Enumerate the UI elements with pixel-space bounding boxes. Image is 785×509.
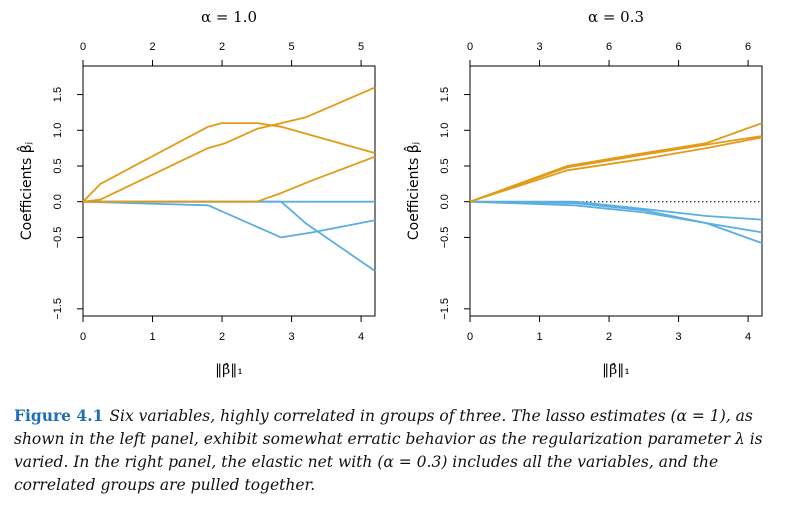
figure-caption-text: Six variables, highly correlated in grou… xyxy=(14,407,763,494)
top-axis-tick-label: 2 xyxy=(219,41,225,53)
top-axis-tick-label: 6 xyxy=(745,41,751,53)
coefficient-path-blue xyxy=(470,200,763,221)
y-axis-tick-label: 1.0 xyxy=(439,123,451,138)
plot-frame xyxy=(469,65,763,317)
top-axis-tick-label: 2 xyxy=(149,41,155,53)
chart-panel-2: α = 0.3 0 3 6 6 6 0 1 2 3 4 −1.5 −0.5 0.0 0.5 1.0 1.5 ‖β̂… xyxy=(403,8,763,378)
x-axis-tick-label: 1 xyxy=(149,331,155,343)
x-axis-tick-label: 0 xyxy=(80,331,86,343)
x-axis-tick-label: 1 xyxy=(536,331,542,343)
y-axis-tick-label: −1.5 xyxy=(439,298,451,320)
x-axis-label: ‖β̂‖₁ xyxy=(602,362,630,378)
figure: α = 1.0 0 2 2 5 5 0 1 2 3 4 −1.5 −0.5 0.0 0.5 1.0 1.5 ‖β̂… xyxy=(16,8,763,378)
coefficient-path-blue xyxy=(83,200,376,272)
y-axis-tick-label: −0.5 xyxy=(439,227,451,249)
x-axis-tick-label: 3 xyxy=(289,331,295,343)
x-axis-tick-label: 4 xyxy=(358,331,364,343)
x-axis-tick-label: 3 xyxy=(676,331,682,343)
top-axis-tick-label: 0 xyxy=(467,41,473,53)
coefficient-path-orange xyxy=(469,136,763,203)
chart-panel-1: α = 1.0 0 2 2 5 5 0 1 2 3 4 −1.5 −0.5 0.0 0.5 1.0 1.5 ‖β̂… xyxy=(16,8,376,378)
top-axis-tick-label: 6 xyxy=(676,41,682,53)
coefficient-path-orange xyxy=(469,135,763,203)
coefficient-path-blue xyxy=(82,200,376,239)
figure-label: Figure 4.1 xyxy=(14,406,104,425)
coefficient-path-orange xyxy=(83,155,376,203)
top-axis-tick-label: 6 xyxy=(606,41,612,53)
y-axis-tick-label: −1.5 xyxy=(52,298,64,320)
figure-caption: Figure 4.1 Six variables, highly correlat… xyxy=(14,404,774,497)
coefficient-path-blue xyxy=(469,200,763,234)
y-axis-tick-label: 1.5 xyxy=(439,87,451,102)
coefficient-path-blue xyxy=(469,200,763,244)
y-axis-tick-label: 0.0 xyxy=(52,194,64,209)
top-axis-tick-label: 3 xyxy=(536,41,542,53)
y-axis-tick-label: −0.5 xyxy=(52,227,64,249)
y-axis-tick-label: 1.5 xyxy=(52,87,64,102)
x-axis-tick-label: 0 xyxy=(467,331,473,343)
y-axis-tick-label: 0.5 xyxy=(52,158,64,173)
panel-title: α = 0.3 xyxy=(588,8,644,26)
y-axis-tick-label: 1.0 xyxy=(52,123,64,138)
x-axis-tick-label: 2 xyxy=(606,331,612,343)
x-axis-label: ‖β̂‖₁ xyxy=(215,362,243,378)
y-axis-tick-label: 0.5 xyxy=(439,158,451,173)
coefficient-path-orange xyxy=(82,86,376,203)
plot-frame xyxy=(82,65,376,317)
coefficient-path-orange xyxy=(82,122,376,203)
x-axis-tick-label: 2 xyxy=(219,331,225,343)
figure-panels: α = 1.0 0 2 2 5 5 0 1 2 3 4 −1.5 −0.5 0.0 0.5 1.0 1.5 ‖β̂… xyxy=(16,8,763,378)
top-axis-tick-label: 0 xyxy=(80,41,86,53)
y-axis-tick-label: 0.0 xyxy=(439,194,451,209)
panel-title: α = 1.0 xyxy=(201,8,257,26)
top-axis-tick-label: 5 xyxy=(358,41,364,53)
y-axis-label: Coefficients β̂ⱼ xyxy=(403,142,422,240)
y-axis-label: Coefficients β̂ⱼ xyxy=(16,142,35,240)
top-axis-tick-label: 5 xyxy=(289,41,295,53)
x-axis-tick-label: 4 xyxy=(745,331,751,343)
